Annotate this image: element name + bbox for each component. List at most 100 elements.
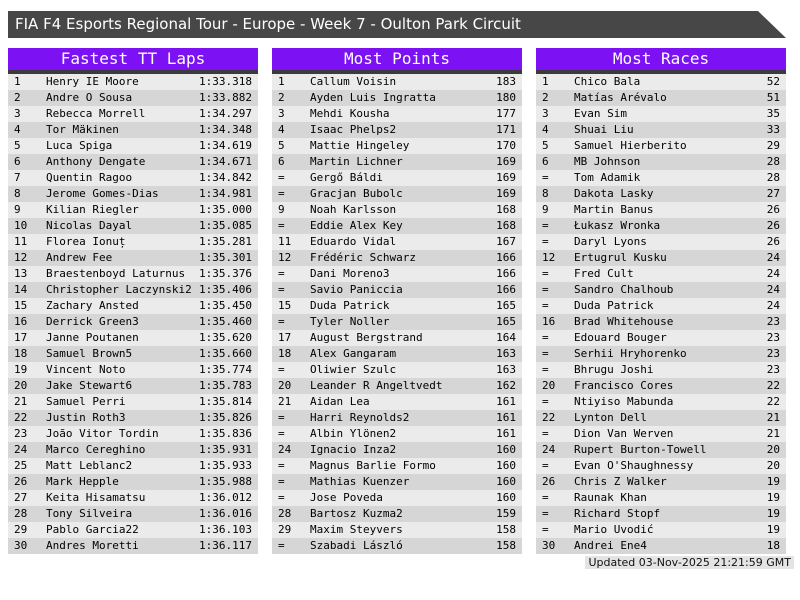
driver-name-cell: Andres Moretti — [46, 539, 139, 552]
value-cell: 33 — [766, 123, 780, 136]
header-separator — [8, 70, 258, 74]
value-cell: 161 — [496, 395, 516, 408]
value-cell: 19 — [766, 507, 780, 520]
value-cell: 26 — [766, 235, 780, 248]
value-cell: 160 — [496, 475, 516, 488]
value-cell: 1:35.620 — [199, 331, 252, 344]
driver-name-cell: Gracjan Bubolc — [310, 187, 403, 200]
rank-cell: = — [278, 475, 285, 488]
value-cell: 166 — [496, 251, 516, 264]
table-row: 11 Eduardo Vidal 167 — [272, 234, 522, 250]
table-row: 15 Duda Patrick 165 — [272, 298, 522, 314]
driver-name-cell: Evan Sim — [574, 107, 627, 120]
rank-cell: 3 — [542, 107, 549, 120]
table-row: 4 Isaac Phelps2 171 — [272, 122, 522, 138]
value-cell: 162 — [496, 379, 516, 392]
value-cell: 1:35.281 — [199, 235, 252, 248]
table-row: 18 Alex Gangaram 163 — [272, 346, 522, 362]
value-cell: 26 — [766, 203, 780, 216]
driver-name-cell: Brad Whitehouse — [574, 315, 674, 328]
table-row: 2 Matías Arévalo 51 — [536, 90, 786, 106]
rank-cell: = — [278, 459, 285, 472]
driver-name-cell: Savio Paniccia — [310, 283, 403, 296]
value-cell: 19 — [766, 523, 780, 536]
table-row: 10 Nicolas Dayal 1:35.085 — [8, 218, 258, 234]
table-row: = Gergő Báldi 169 — [272, 170, 522, 186]
table-row: 7 Quentin Ragoo 1:34.842 — [8, 170, 258, 186]
header-separator — [272, 70, 522, 74]
table-row: 6 Anthony Dengate 1:34.671 — [8, 154, 258, 170]
table-row: 1 Callum Voisin 183 — [272, 74, 522, 90]
driver-name-cell: Bartosz Kuzma2 — [310, 507, 403, 520]
table-row: 6 MB Johnson 28 — [536, 154, 786, 170]
driver-name-cell: Martin Banus — [574, 203, 654, 216]
table-header: Most Points — [272, 48, 522, 70]
driver-name-cell: Albin Ylönen2 — [310, 427, 397, 440]
table-row: = Mario Uvodić 19 — [536, 522, 786, 538]
table-row: = Sandro Chalhoub 24 — [536, 282, 786, 298]
value-cell: 158 — [496, 523, 516, 536]
rank-cell: 19 — [14, 363, 28, 376]
value-cell: 1:36.117 — [199, 539, 252, 552]
driver-name-cell: Bhrugu Joshi — [574, 363, 654, 376]
table-row: = Jose Poveda 160 — [272, 490, 522, 506]
driver-name-cell: Łukasz Wronka — [574, 219, 661, 232]
driver-name-cell: Derrick Green3 — [46, 315, 139, 328]
table-row: 15 Zachary Ansted 1:35.450 — [8, 298, 258, 314]
rank-cell: = — [542, 459, 549, 472]
rank-cell: 29 — [278, 523, 292, 536]
rank-cell: 13 — [14, 267, 28, 280]
driver-name-cell: Pablo Garcia22 — [46, 523, 139, 536]
driver-name-cell: Kilian Riegler — [46, 203, 139, 216]
value-cell: 29 — [766, 139, 780, 152]
table-row: 30 Andres Moretti 1:36.117 — [8, 538, 258, 554]
table-row: = Tom Adamik 28 — [536, 170, 786, 186]
driver-name-cell: Gergő Báldi — [310, 171, 383, 184]
rank-cell: 7 — [14, 171, 21, 184]
rank-cell: = — [542, 171, 549, 184]
table-row: 2 Ayden Luis Ingratta 180 — [272, 90, 522, 106]
value-cell: 1:35.000 — [199, 203, 252, 216]
value-cell: 167 — [496, 235, 516, 248]
rank-cell: 10 — [14, 219, 28, 232]
value-cell: 170 — [496, 139, 516, 152]
value-cell: 23 — [766, 331, 780, 344]
driver-name-cell: Edouard Bouger — [574, 331, 667, 344]
rank-cell: = — [542, 299, 549, 312]
driver-name-cell: Raunak Khan — [574, 491, 647, 504]
driver-name-cell: Serhii Hryhorenko — [574, 347, 687, 360]
table-row: 24 Marco Cereghino 1:35.931 — [8, 442, 258, 458]
value-cell: 19 — [766, 475, 780, 488]
value-cell: 22 — [766, 395, 780, 408]
rank-cell: 27 — [14, 491, 28, 504]
driver-name-cell: Rebecca Morrell — [46, 107, 146, 120]
rank-cell: = — [278, 171, 285, 184]
value-cell: 26 — [766, 219, 780, 232]
driver-name-cell: Duda Patrick — [310, 299, 390, 312]
rank-cell: 6 — [278, 155, 285, 168]
table-row: = Łukasz Wronka 26 — [536, 218, 786, 234]
table-row: = Oliwier Szulc 163 — [272, 362, 522, 378]
rank-cell: = — [542, 523, 549, 536]
table-row: 9 Noah Karlsson 168 — [272, 202, 522, 218]
rank-cell: 30 — [14, 539, 28, 552]
driver-name-cell: Frédéric Schwarz — [310, 251, 416, 264]
driver-name-cell: Tony Silveira — [46, 507, 133, 520]
table-row: 9 Kilian Riegler 1:35.000 — [8, 202, 258, 218]
rank-cell: 5 — [542, 139, 549, 152]
value-cell: 18 — [766, 539, 780, 552]
driver-name-cell: Tor Mäkinen — [46, 123, 119, 136]
table-row: 1 Henry IE Moore 1:33.318 — [8, 74, 258, 90]
rank-cell: = — [278, 219, 285, 232]
rank-cell: 24 — [14, 443, 28, 456]
table-row: = Savio Paniccia 166 — [272, 282, 522, 298]
rank-cell: = — [542, 363, 549, 376]
rank-cell: = — [542, 283, 549, 296]
value-cell: 163 — [496, 363, 516, 376]
rank-cell: 3 — [14, 107, 21, 120]
value-cell: 160 — [496, 491, 516, 504]
table-row: 23 João Vitor Tordin 1:35.836 — [8, 426, 258, 442]
rank-cell: 8 — [14, 187, 21, 200]
rank-cell: = — [278, 267, 285, 280]
driver-name-cell: Francisco Cores — [574, 379, 674, 392]
